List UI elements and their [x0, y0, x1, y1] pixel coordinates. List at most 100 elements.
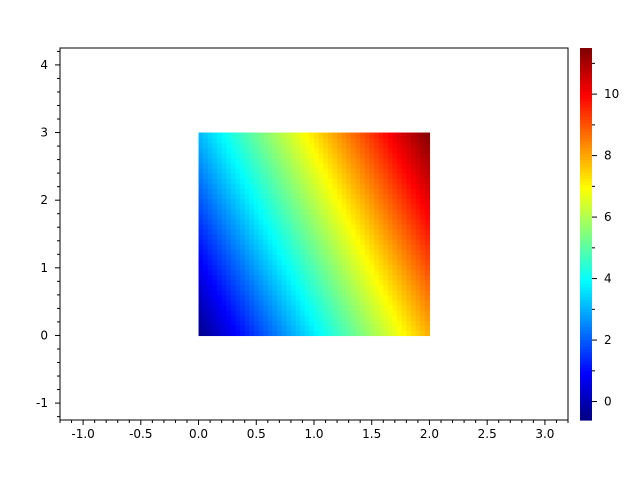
heatmap-cell: [286, 152, 292, 159]
colorbar-swatch: [580, 280, 592, 285]
heatmap-cell: [263, 147, 269, 154]
heatmap-cell: [424, 203, 431, 210]
heatmap-cell: [277, 208, 283, 215]
heatmap-cell: [207, 325, 213, 331]
heatmap-cell: [364, 259, 371, 266]
heatmap-cell: [295, 183, 301, 189]
heatmap-cell: [281, 320, 287, 326]
heatmap-cell: [207, 249, 213, 255]
heatmap-cell: [263, 294, 269, 301]
heatmap-cell: [272, 147, 278, 154]
heatmap-cell: [410, 137, 417, 144]
heatmap-cell: [230, 162, 237, 169]
heatmap-cell: [360, 299, 366, 306]
heatmap-cell: [392, 279, 398, 286]
heatmap-cell: [410, 218, 417, 225]
heatmap-cell: [378, 284, 384, 291]
heatmap-cell: [203, 244, 209, 250]
heatmap-cell: [410, 254, 417, 260]
heatmap-cell: [240, 294, 246, 301]
heatmap-cell: [424, 137, 431, 144]
heatmap-cell: [355, 203, 361, 210]
heatmap-cell: [290, 264, 297, 271]
heatmap-cell: [383, 239, 389, 245]
heatmap-cell: [397, 157, 403, 164]
heatmap-cell: [235, 305, 241, 311]
heatmap-cell: [415, 183, 421, 189]
heatmap-cell: [249, 228, 255, 235]
heatmap-cell: [318, 183, 324, 189]
heatmap-cell: [295, 244, 301, 250]
x-tick-label: 1.0: [304, 427, 323, 441]
heatmap-cell: [198, 249, 204, 255]
heatmap-cell: [332, 269, 338, 276]
heatmap-cell: [369, 228, 375, 235]
heatmap-cell: [290, 274, 297, 281]
heatmap-cell: [249, 213, 255, 220]
heatmap-cell: [263, 173, 269, 179]
heatmap-cell: [253, 239, 260, 245]
heatmap-cell: [410, 320, 417, 326]
heatmap-cell: [217, 147, 223, 154]
heatmap-cell: [300, 173, 306, 179]
heatmap-cell: [277, 228, 283, 235]
heatmap-cell: [369, 152, 375, 159]
heatmap-cell: [360, 152, 366, 159]
heatmap-cell: [212, 269, 218, 276]
colorbar-swatch: [580, 317, 592, 322]
heatmap-cell: [341, 269, 347, 276]
heatmap-cell: [341, 305, 347, 311]
colorbar-swatch: [580, 159, 592, 164]
heatmap-cell: [350, 152, 357, 159]
heatmap-cell: [318, 132, 324, 139]
heatmap-cell: [304, 218, 310, 225]
heatmap-cell: [387, 239, 394, 245]
heatmap-cell: [295, 259, 301, 266]
heatmap-cell: [286, 203, 292, 210]
heatmap-cell: [309, 299, 315, 306]
heatmap-cell: [249, 299, 255, 306]
heatmap-cell: [323, 234, 329, 240]
heatmap-cell: [360, 223, 366, 230]
heatmap-cell: [364, 228, 371, 235]
heatmap-cell: [267, 249, 274, 255]
heatmap-cell: [397, 218, 403, 225]
heatmap-cell: [240, 208, 246, 215]
colorbar-swatch: [580, 110, 592, 114]
heatmap-cell: [360, 234, 366, 240]
heatmap-cell: [369, 137, 375, 144]
heatmap-cell: [364, 310, 371, 316]
heatmap-cell: [360, 147, 366, 154]
heatmap-cell: [203, 173, 209, 179]
heatmap-cell: [272, 213, 278, 220]
heatmap-cell: [323, 294, 329, 301]
heatmap-cell: [272, 315, 278, 321]
heatmap-cell: [309, 259, 315, 266]
heatmap-cell: [360, 208, 366, 215]
heatmap-cell: [327, 289, 334, 296]
heatmap-cell: [332, 284, 338, 291]
heatmap-cell: [346, 320, 352, 326]
heatmap-cell: [240, 173, 246, 179]
heatmap-cell: [323, 274, 329, 281]
heatmap-cell: [383, 244, 389, 250]
heatmap-cell: [207, 299, 213, 306]
heatmap-cell: [420, 137, 426, 144]
heatmap-cell: [226, 269, 232, 276]
heatmap-cell: [424, 284, 431, 291]
heatmap-cell: [355, 330, 361, 337]
heatmap-cell: [286, 208, 292, 215]
heatmap-cell: [424, 168, 431, 174]
heatmap-cell: [364, 152, 371, 159]
heatmap-cell: [198, 284, 204, 291]
heatmap-cell: [281, 157, 287, 164]
heatmap-cell: [424, 142, 431, 149]
heatmap-cell: [410, 294, 417, 301]
heatmap-cell: [397, 137, 403, 144]
heatmap-cell: [332, 289, 338, 296]
heatmap-cell: [249, 259, 255, 266]
heatmap-cell: [314, 203, 320, 210]
colorbar-swatch: [580, 106, 592, 111]
heatmap-cell: [304, 330, 310, 337]
heatmap-cell: [240, 188, 246, 195]
